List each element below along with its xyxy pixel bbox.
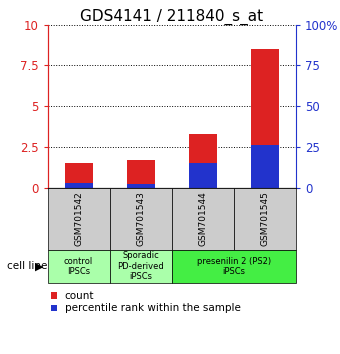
Text: GSM701545: GSM701545	[260, 191, 269, 246]
Text: percentile rank within the sample: percentile rank within the sample	[65, 303, 240, 313]
Text: cell line: cell line	[7, 261, 47, 272]
Text: GSM701544: GSM701544	[198, 191, 207, 246]
Bar	[189, 163, 217, 188]
Bar	[65, 183, 92, 188]
Bar	[65, 163, 92, 188]
Bar	[251, 145, 279, 188]
Bar	[127, 160, 155, 188]
Title: GDS4141 / 211840_s_at: GDS4141 / 211840_s_at	[80, 8, 263, 25]
Bar	[189, 134, 217, 188]
Text: control
IPSCs: control IPSCs	[64, 257, 93, 276]
Bar	[251, 49, 279, 188]
Text: count: count	[65, 291, 94, 301]
Bar	[127, 184, 155, 188]
Text: Sporadic
PD-derived
iPSCs: Sporadic PD-derived iPSCs	[117, 251, 164, 281]
Text: GSM701543: GSM701543	[136, 191, 145, 246]
Text: ▶: ▶	[35, 261, 44, 272]
Text: GSM701542: GSM701542	[74, 191, 83, 246]
Text: presenilin 2 (PS2)
iPSCs: presenilin 2 (PS2) iPSCs	[197, 257, 271, 276]
